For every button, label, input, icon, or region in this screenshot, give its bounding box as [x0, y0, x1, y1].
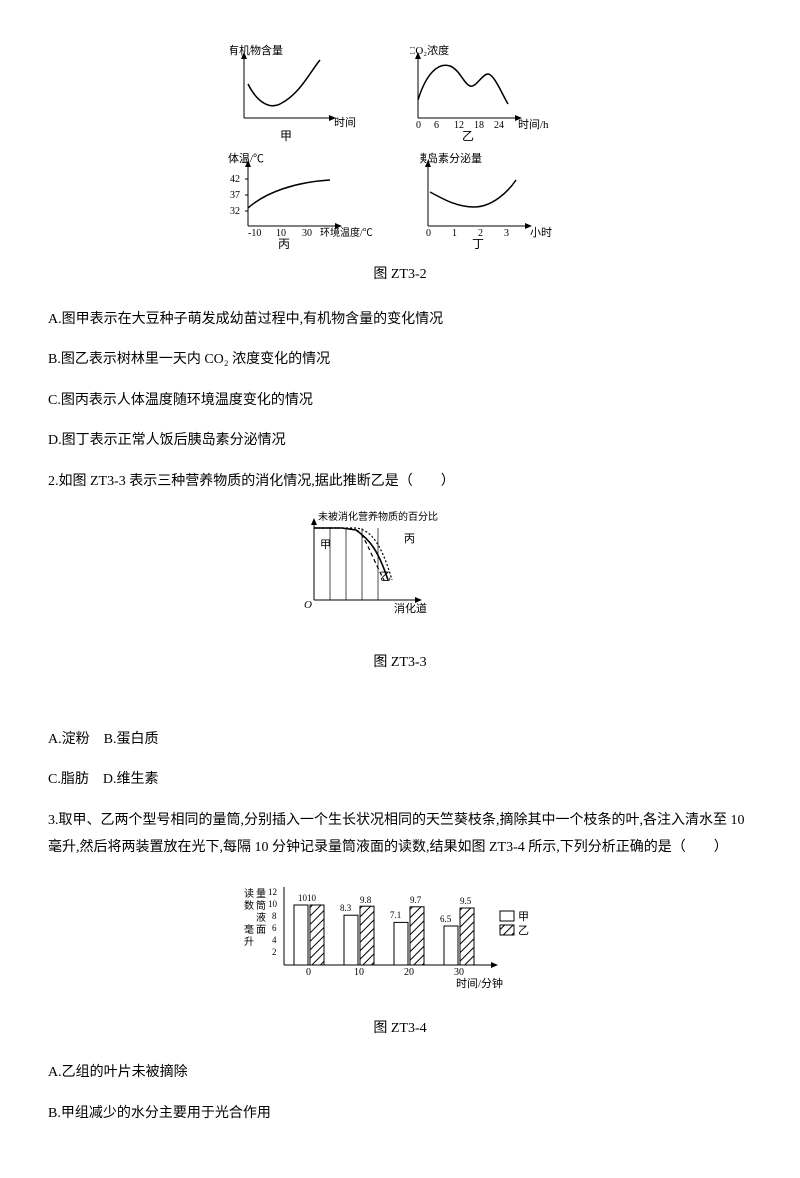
q2-opts-row2: C.脂肪 D.维生素: [48, 767, 752, 794]
chart-bing-name: 丙: [278, 237, 290, 251]
bar-0-label: 1010: [298, 893, 317, 903]
q1-option-a: A.图甲表示在大豆种子萌发成幼苗过程中,有机物含量的变化情况: [48, 307, 752, 334]
chart-jia-ylabel: 有机物含量: [230, 44, 283, 57]
q1-option-b: B.图乙表示树林里一天内 CO₂ 浓度变化的情况: [48, 347, 752, 374]
q1-option-c: C.图丙表示人体温度随环境温度变化的情况: [48, 388, 752, 415]
q3-option-a: A.乙组的叶片未被摘除: [48, 1060, 752, 1087]
figure-zt3-2-row2: 体温/℃ 42 37 32 -10 10 30 环境温度/℃ 丙 胰岛素分泌量 …: [48, 152, 752, 252]
figure-zt3-3: 未被消化营养物质的百分比 甲 乙 丙 O 消化道: [48, 510, 752, 641]
legend-yi: 乙: [518, 924, 529, 937]
zt3-3-label-yi: 乙: [380, 570, 391, 583]
zt3-3-ylabel: 未被消化营养物质的百分比: [318, 510, 438, 523]
zt3-4-yt10: 10: [268, 899, 278, 909]
chart-bing-yt1: 37: [230, 190, 240, 201]
chart-yi-line: [418, 65, 508, 104]
zt3-4-yt6: 6: [272, 923, 277, 933]
svg-text:升: 升: [244, 936, 254, 948]
q2-opts-row1: A.淀粉 B.蛋白质: [48, 727, 752, 754]
chart-ding-xt3: 3: [504, 228, 509, 239]
zt3-4-yt2: 2: [272, 947, 277, 957]
zt3-3-label-bing: 丙: [404, 533, 415, 545]
bar-30-jia: 6.5: [440, 914, 452, 924]
chart-bing-xt2: 30: [302, 228, 312, 239]
chart-bing-xt0: -10: [248, 228, 261, 239]
svg-text:读: 读: [244, 887, 254, 900]
svg-text:量: 量: [256, 888, 266, 900]
chart-bing-xlabel: 环境温度/℃: [320, 226, 373, 239]
fig1-caption: 图 ZT3-2: [48, 262, 752, 289]
xt0: 0: [306, 967, 311, 978]
chart-ding-xt1: 1: [452, 228, 457, 239]
xt30: 30: [454, 967, 464, 978]
chart-bing-yt2: 32: [230, 206, 240, 217]
chart-yi-xt1: 6: [434, 120, 439, 131]
chart-ding-line: [430, 180, 516, 207]
svg-text:筒: 筒: [256, 899, 266, 912]
bar-20-jia: 7.1: [390, 910, 401, 920]
chart-ding: 胰岛素分泌量 0 1 2 3 小时 丁: [420, 152, 580, 252]
svg-text:O: O: [304, 599, 312, 611]
chart-yi-name: 乙: [462, 129, 474, 143]
zt3-4-yt12: 12: [268, 887, 277, 897]
zt3-3-xlabel: 消化道: [394, 601, 427, 615]
chart-yi-xt3: 18: [474, 120, 484, 131]
chart-bing: 体温/℃ 42 37 32 -10 10 30 环境温度/℃ 丙: [220, 152, 390, 252]
chart-jia-name: 甲: [280, 129, 292, 143]
zt3-4-xlabel: 时间/分钟: [456, 976, 503, 990]
svg-text:液: 液: [256, 911, 266, 924]
chart-jia-line: [248, 60, 320, 106]
xt10: 10: [354, 967, 364, 978]
chart-yi-ylabel: CO₂浓度: [410, 44, 449, 57]
chart-bing-yt0: 42: [230, 174, 240, 185]
zt3-3-jia: [314, 528, 384, 580]
chart-yi-xt0: 0: [416, 120, 421, 131]
bar-20-yi: 9.7: [410, 895, 422, 905]
zt3-4-yt8: 8: [272, 911, 277, 921]
zt3-4-yt4: 4: [272, 935, 277, 945]
chart-yi-xt4: 24: [494, 120, 504, 131]
q2-stem: 2.如图 ZT3-3 表示三种营养物质的消化情况,据此推断乙是（ ）: [48, 469, 752, 496]
chart-jia: 有机物含量 时间 甲: [230, 44, 380, 144]
zt3-3-yi: [314, 528, 388, 580]
chart-yi: CO₂浓度 0 6 12 18 24 时间/h 乙: [410, 44, 570, 144]
chart-ding-name: 丁: [472, 237, 484, 251]
q1-option-d: D.图丁表示正常人饭后胰岛素分泌情况: [48, 428, 752, 455]
zt3-3-label-jia: 甲: [320, 539, 331, 551]
svg-text:毫: 毫: [244, 923, 254, 936]
chart-ding-xt0: 0: [426, 228, 431, 239]
legend-jia: 甲: [518, 911, 529, 923]
bar-10-yi: 9.8: [360, 895, 372, 905]
figure-zt3-4: 读量 数筒 毫液 升面 12 10 8 6 4 2 1010 0 8.3 9.8…: [48, 875, 752, 1006]
chart-yi-xlabel: 时间/h: [518, 118, 549, 131]
fig2-caption: 图 ZT3-3: [48, 650, 752, 677]
chart-jia-xlabel: 时间: [334, 116, 356, 129]
chart-ding-xlabel: 小时: [530, 226, 552, 239]
xt20: 20: [404, 967, 414, 978]
q3-stem: 3.取甲、乙两个型号相同的量筒,分别插入一个生长状况相同的天竺葵枝条,摘除其中一…: [48, 808, 752, 861]
q3-option-b: B.甲组减少的水分主要用于光合作用: [48, 1101, 752, 1128]
bar-30-yi: 9.5: [460, 896, 472, 906]
fig3-caption: 图 ZT3-4: [48, 1016, 752, 1043]
chart-bing-ylabel: 体温/℃: [228, 152, 264, 165]
svg-text:数: 数: [244, 899, 254, 912]
svg-text:面: 面: [256, 925, 266, 936]
bar-10-jia: 8.3: [340, 903, 352, 913]
chart-ding-ylabel: 胰岛素分泌量: [420, 152, 482, 165]
chart-bing-line: [248, 180, 330, 208]
figure-zt3-2-row1: 有机物含量 时间 甲 CO₂浓度 0 6 12 18 24 时间/h 乙: [48, 44, 752, 144]
